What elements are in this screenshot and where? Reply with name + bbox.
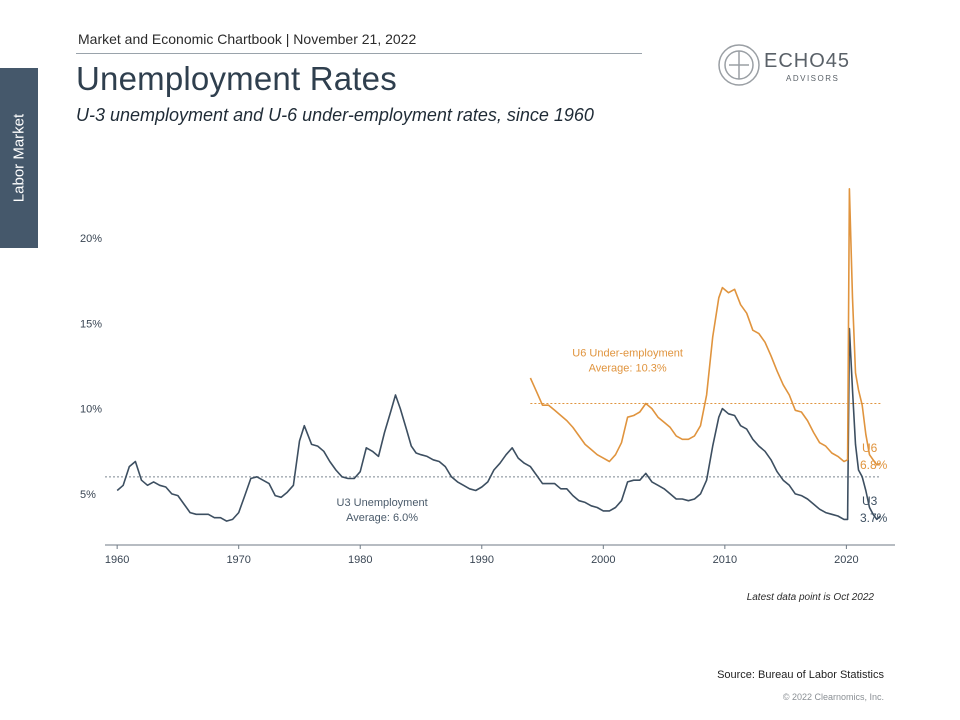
x-tick-label: 1970 <box>226 554 250 566</box>
y-tick-label: 20% <box>80 233 102 245</box>
source-text: Source: Bureau of Labor Statistics <box>717 669 884 681</box>
u3-end-label: U3 <box>862 494 878 508</box>
x-tick-label: 1960 <box>105 554 129 566</box>
logo-subtext: ADVISORS <box>786 74 840 83</box>
logo-wordmark: ECHO45 <box>764 50 851 72</box>
y-tick-label: 5% <box>80 489 96 501</box>
u3-average-label-value: Average: 6.0% <box>346 512 418 524</box>
u3-average-label-title: U3 Unemployment <box>337 497 428 509</box>
x-tick-label: 1980 <box>348 554 372 566</box>
latest-data-note: Latest data point is Oct 2022 <box>746 592 874 603</box>
header-divider <box>76 53 642 54</box>
u6-end-label: U6 <box>862 441 878 455</box>
copyright-text: © 2022 Clearnomics, Inc. <box>782 692 884 702</box>
side-tab-labor-market[interactable]: Labor Market <box>0 68 38 248</box>
echo45-logo-icon <box>718 44 760 86</box>
y-tick-label: 15% <box>80 318 102 330</box>
chartbook-header: Market and Economic Chartbook | November… <box>78 31 417 47</box>
x-tick-label: 2010 <box>713 554 737 566</box>
page-title: Unemployment Rates <box>76 60 397 97</box>
y-tick-label: 10% <box>80 404 102 416</box>
x-tick-label: 2000 <box>591 554 615 566</box>
u3-series-line <box>116 327 881 522</box>
x-tick-label: 1990 <box>470 554 494 566</box>
page-subtitle: U-3 unemployment and U-6 under-employmen… <box>76 105 594 125</box>
u6-series-line <box>529 188 881 466</box>
x-tick-label: 2020 <box>834 554 858 566</box>
u6-end-value: 6.8% <box>860 458 888 472</box>
u6-average-label-value: Average: 10.3% <box>589 363 667 375</box>
u3-end-value: 3.7% <box>860 511 888 525</box>
echo45-logo: ECHO45 ADVISORS <box>716 42 866 88</box>
u6-average-label-title: U6 Under-employment <box>572 348 683 360</box>
